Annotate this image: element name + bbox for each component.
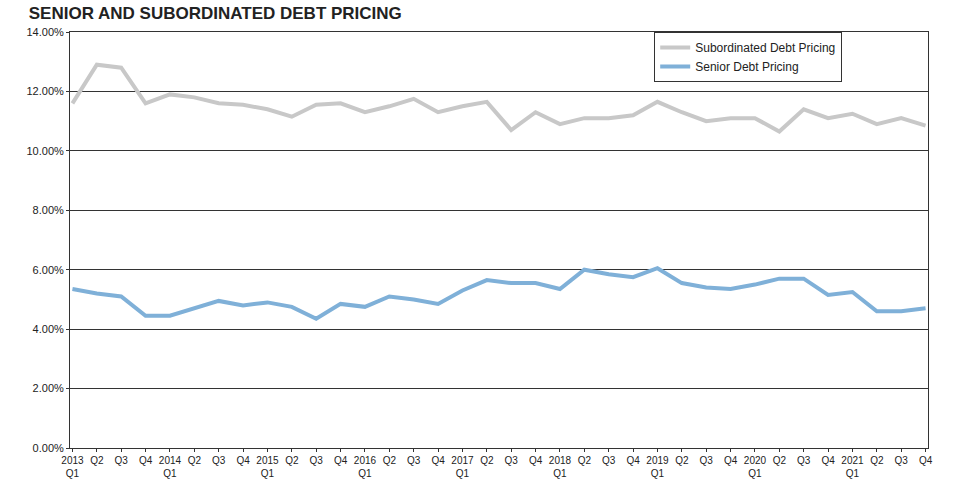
svg-text:2014Q1: 2014Q1 — [159, 455, 182, 479]
svg-text:Q3: Q3 — [797, 455, 811, 466]
svg-text:2019Q1: 2019Q1 — [646, 455, 669, 479]
svg-text:2015Q1: 2015Q1 — [256, 455, 279, 479]
svg-text:Q2: Q2 — [90, 455, 104, 466]
svg-text:Q4: Q4 — [821, 455, 835, 466]
svg-text:8.00%: 8.00% — [33, 204, 64, 216]
svg-text:Q4: Q4 — [529, 455, 543, 466]
svg-text:Q3: Q3 — [602, 455, 616, 466]
svg-text:14.00%: 14.00% — [26, 26, 64, 38]
svg-text:10.00%: 10.00% — [26, 145, 64, 157]
svg-text:2017Q1: 2017Q1 — [451, 455, 474, 479]
svg-text:2021Q1: 2021Q1 — [841, 455, 864, 479]
svg-text:Q4: Q4 — [236, 455, 250, 466]
svg-text:Q4: Q4 — [334, 455, 348, 466]
svg-text:Q3: Q3 — [212, 455, 226, 466]
svg-text:Q2: Q2 — [675, 455, 689, 466]
svg-text:Q3: Q3 — [115, 455, 129, 466]
svg-text:2020Q1: 2020Q1 — [744, 455, 767, 479]
svg-text:Q3: Q3 — [505, 455, 519, 466]
svg-text:Q2: Q2 — [870, 455, 884, 466]
svg-text:2.00%: 2.00% — [33, 382, 64, 394]
svg-text:Q3: Q3 — [895, 455, 909, 466]
svg-text:0.00%: 0.00% — [33, 442, 64, 454]
svg-text:Q2: Q2 — [285, 455, 299, 466]
svg-text:Q4: Q4 — [139, 455, 153, 466]
svg-text:Q2: Q2 — [578, 455, 592, 466]
svg-text:2016Q1: 2016Q1 — [354, 455, 377, 479]
svg-text:Q2: Q2 — [773, 455, 787, 466]
svg-text:6.00%: 6.00% — [33, 264, 64, 276]
svg-text:Q2: Q2 — [383, 455, 397, 466]
svg-text:4.00%: 4.00% — [33, 323, 64, 335]
svg-text:12.00%: 12.00% — [26, 85, 64, 97]
svg-text:Q4: Q4 — [724, 455, 738, 466]
svg-text:Q2: Q2 — [188, 455, 202, 466]
svg-text:2018Q1: 2018Q1 — [549, 455, 572, 479]
svg-text:2013Q1: 2013Q1 — [61, 455, 84, 479]
svg-text:Q4: Q4 — [919, 455, 933, 466]
svg-text:Q3: Q3 — [407, 455, 421, 466]
svg-text:Q4: Q4 — [431, 455, 445, 466]
svg-text:SENIOR AND SUBORDINATED DEBT P: SENIOR AND SUBORDINATED DEBT PRICING — [29, 4, 402, 23]
svg-text:Q3: Q3 — [310, 455, 324, 466]
svg-text:Q3: Q3 — [700, 455, 714, 466]
svg-text:Senior Debt Pricing: Senior Debt Pricing — [695, 60, 798, 74]
svg-text:Q2: Q2 — [480, 455, 494, 466]
svg-text:Q4: Q4 — [626, 455, 640, 466]
svg-text:Subordinated Debt Pricing: Subordinated Debt Pricing — [695, 41, 835, 55]
